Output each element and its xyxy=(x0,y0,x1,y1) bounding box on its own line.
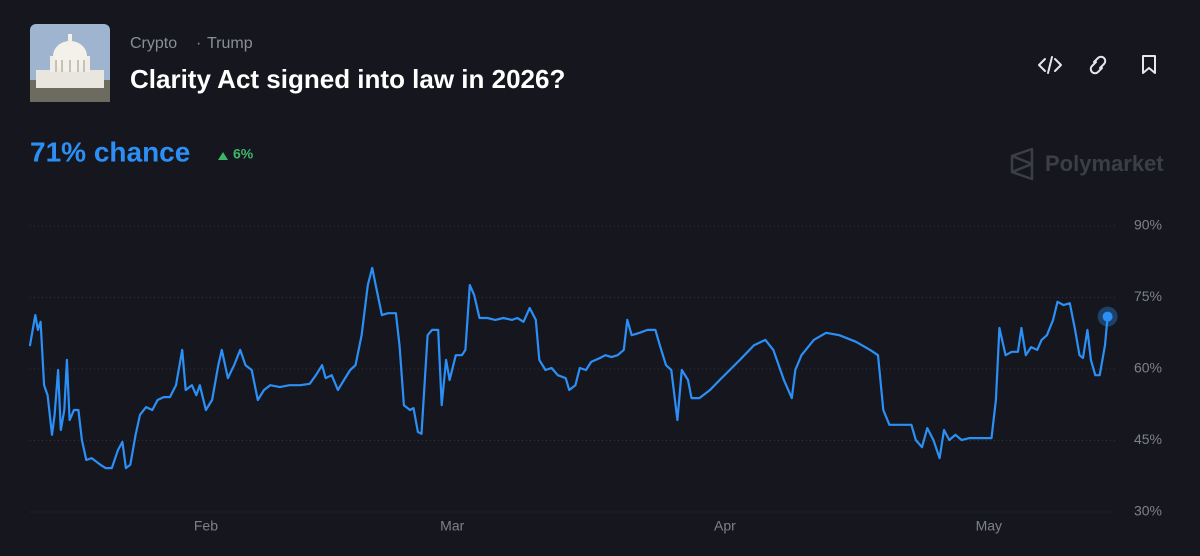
x-tick-label: Mar xyxy=(440,518,464,534)
price-line xyxy=(28,266,1109,470)
y-tick-label: 45% xyxy=(1134,431,1162,447)
embed-button[interactable] xyxy=(1038,56,1062,74)
x-tick-label: Apr xyxy=(714,518,736,534)
y-tick-label: 90% xyxy=(1134,217,1162,233)
market-image xyxy=(30,24,110,102)
tag[interactable]: Trump xyxy=(207,35,253,52)
separator: · xyxy=(196,35,201,52)
copy-link-button[interactable] xyxy=(1089,55,1107,75)
y-tick-label: 30% xyxy=(1134,503,1162,519)
y-tick-label: 75% xyxy=(1134,288,1162,304)
headline-chance: 71% chance xyxy=(30,136,190,167)
y-tick-label: 60% xyxy=(1134,360,1162,376)
brand-logo xyxy=(1010,147,1034,181)
change: 6% xyxy=(233,146,254,162)
market-title: Clarity Act signed into law in 2026? xyxy=(130,64,565,94)
brand-name: Polymarket xyxy=(1045,151,1164,176)
bookmark-button[interactable] xyxy=(1142,55,1156,74)
plot-area: 30% 45% 60% 75% 90% Feb Mar Apr May xyxy=(28,217,1162,534)
end-dot xyxy=(1102,311,1113,322)
x-tick-label: Feb xyxy=(194,518,218,534)
tag[interactable]: Crypto xyxy=(130,35,177,52)
x-tick-label: May xyxy=(976,518,1002,534)
change-arrow xyxy=(218,152,228,160)
